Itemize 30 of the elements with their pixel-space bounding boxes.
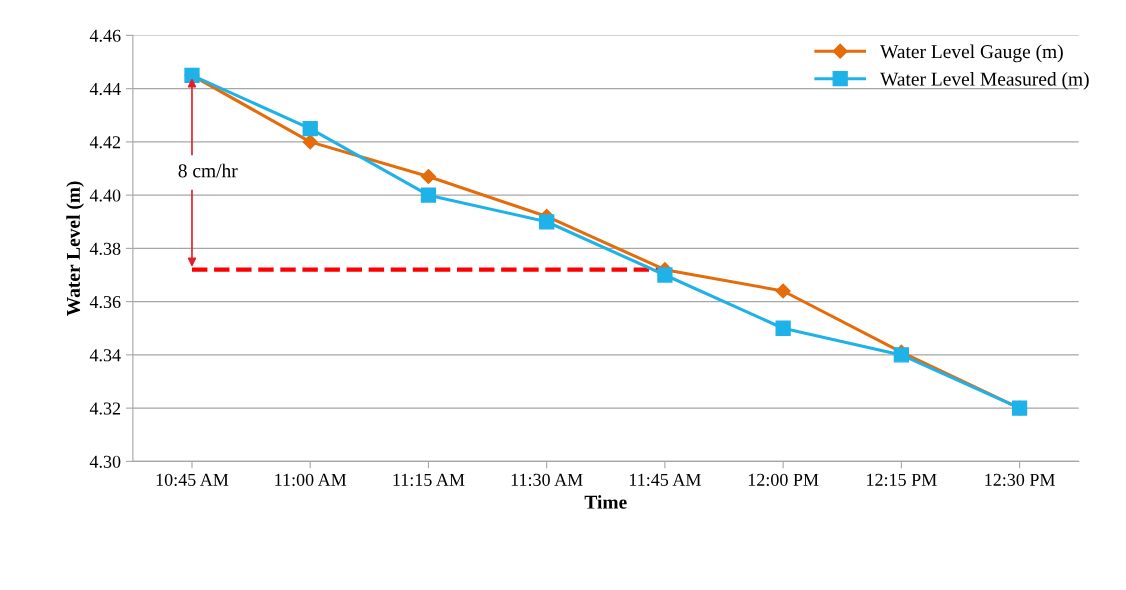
y-tick-label: 4.30 (89, 455, 121, 468)
point (775, 283, 791, 299)
y-tick-label: 4.32 (89, 402, 121, 415)
x-tick-label: 12:30 PM (985, 473, 1055, 486)
y-tick-label: 4.40 (89, 189, 121, 202)
point (775, 320, 791, 336)
x-tick-label: 12:15 PM (867, 473, 937, 486)
legend-label: Water Level Measured (m) (880, 72, 1089, 90)
x-tick-label: 11:15 AM (393, 473, 465, 486)
y-tick-label: 4.36 (89, 295, 121, 309)
x-tick-label: 11:30 AM (511, 473, 583, 486)
annotation: 8 cm/hr (178, 163, 238, 178)
point (302, 120, 318, 137)
x-tick-label: 11:45 AM (629, 473, 701, 486)
point (420, 187, 437, 203)
y-tick-label: 4.42 (89, 136, 121, 149)
x-tick-label: 12:00 PM (748, 473, 819, 486)
y-tick-label: 4.38 (89, 242, 121, 255)
x-tick-label: 11:00 AM (275, 473, 347, 486)
y-tick-label: 4.44 (89, 83, 121, 96)
y-axis-title: Water Level (m) (66, 181, 84, 316)
point (657, 267, 673, 283)
y-tick-label: 4.46 (89, 29, 121, 42)
x-tick-label: 10:45 AM (156, 473, 229, 486)
y-tick-label: 4.34 (89, 349, 121, 362)
point (539, 214, 555, 230)
point (302, 134, 318, 150)
x-axis-title: Time (584, 495, 627, 509)
point (420, 168, 437, 185)
legend-label: Water Level Gauge (m) (880, 44, 1063, 63)
